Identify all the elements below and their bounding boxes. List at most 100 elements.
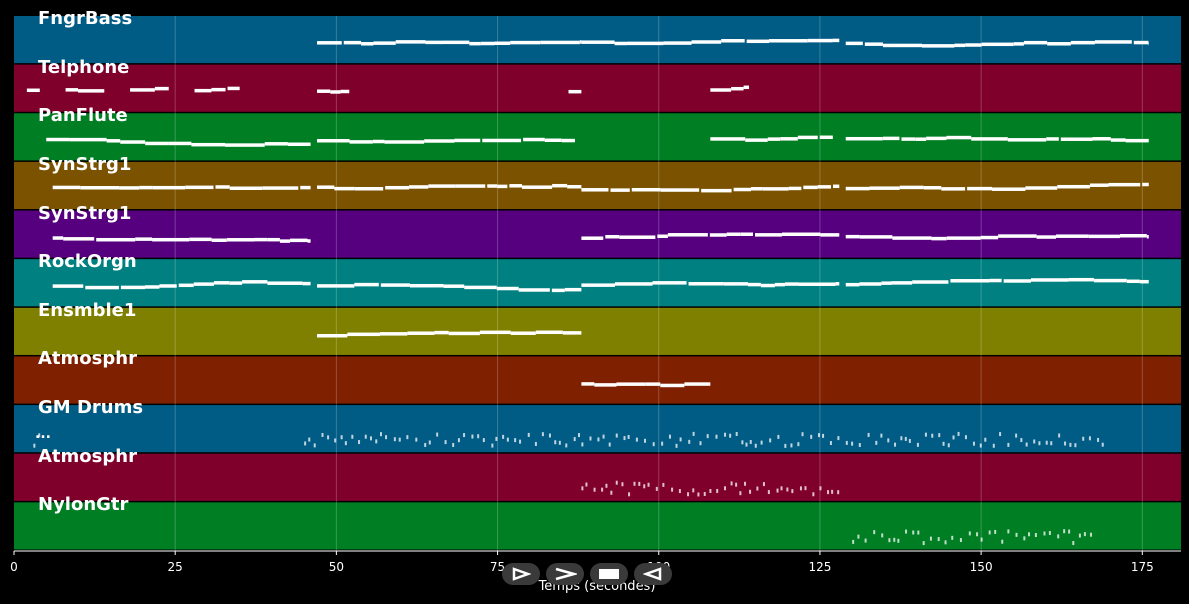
note-mark [715,434,718,439]
note-mark [334,438,337,443]
note-mark [845,136,883,141]
note-mark [145,141,169,146]
note-mark [912,530,915,535]
note-mark [302,281,311,286]
note-mark [581,442,584,447]
note-mark [379,432,382,437]
note-mark [1082,436,1085,441]
note-mark [852,539,855,544]
note-mark [578,433,581,438]
note-mark [518,288,550,292]
note-mark [893,537,896,542]
note-mark [334,186,355,191]
note-mark [96,237,136,242]
note-mark [1119,233,1147,238]
note-mark [364,434,367,439]
note-mark [762,187,789,191]
note-mark [535,330,563,335]
note-mark [735,482,738,487]
note-mark [831,489,834,494]
note-mark [692,488,695,493]
note-mark [869,186,900,190]
note-mark [988,530,991,535]
note-mark [952,435,955,440]
play-button[interactable] [502,563,540,585]
note-mark [1007,138,1047,142]
note-mark [106,139,121,143]
note-mark [1025,186,1058,190]
note-mark [817,433,820,438]
note-mark [1023,40,1048,45]
note-mark [780,137,798,141]
note-mark [1003,279,1032,283]
x-tick-label: 175 [1130,560,1154,574]
note-mark [455,184,486,188]
note-mark [226,238,255,242]
note-mark [916,442,919,447]
note-mark [780,486,783,491]
track-lane [14,307,1181,355]
note-mark [340,89,350,94]
note-mark [897,538,900,543]
note-mark [80,186,120,190]
note-mark [1110,138,1126,142]
stop-button[interactable] [590,563,628,585]
note-mark [369,436,372,441]
note-mark [661,441,664,446]
rewind-button[interactable] [634,563,672,585]
note-mark [1088,234,1120,239]
note-mark [26,88,40,93]
note-mark [799,486,802,491]
note-mark [551,288,565,293]
fast-forward-icon [555,567,577,581]
note-mark [509,184,522,188]
note-mark [994,529,997,534]
note-mark [724,486,727,491]
track-label: PanFlute [38,105,128,127]
note-mark [767,490,770,495]
note-mark [750,187,763,191]
note-mark [1046,137,1059,141]
note-mark [744,481,747,486]
note-mark [561,138,575,143]
note-mark [372,139,385,144]
note-mark [777,434,780,439]
note-mark [189,237,212,242]
note-mark [905,529,908,534]
note-mark [424,442,427,447]
note-mark [194,88,212,93]
note-mark [130,88,155,92]
note-mark [740,232,754,236]
note-mark [929,536,932,541]
note-mark [211,238,227,242]
note-mark [739,491,742,496]
note-mark [615,480,618,485]
note-mark [1097,437,1100,442]
note-mark [633,481,636,486]
note-mark [959,538,962,543]
note-mark [552,183,568,188]
note-mark [743,85,750,90]
note-mark [710,88,732,92]
track-lane [14,210,1181,258]
track-label: SynStrg1 [38,153,132,175]
note-mark [52,185,81,190]
note-mark [887,438,890,443]
track-label: Atmosphr [38,445,137,467]
note-mark [784,443,787,448]
note-mark [487,184,498,188]
note-mark [864,538,867,543]
note-mark [534,441,537,446]
note-mark [1070,40,1095,45]
note-mark [354,282,379,287]
note-mark [317,139,350,143]
note-mark [317,333,348,338]
note-mark [835,282,840,286]
fast-forward-button[interactable] [546,563,584,585]
note-mark [1015,433,1018,438]
x-tick-label: 0 [10,560,18,574]
stop-icon [599,569,619,579]
note-mark [242,280,268,284]
note-mark [810,434,813,439]
note-mark [1023,536,1026,541]
